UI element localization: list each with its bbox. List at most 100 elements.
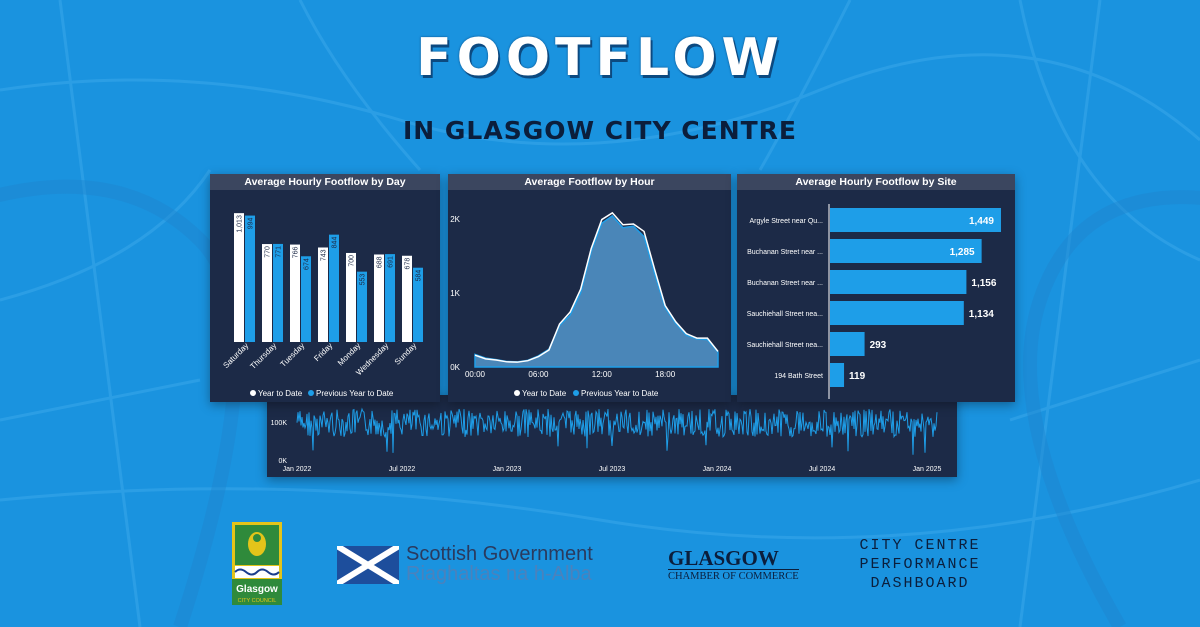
day-bar	[234, 213, 244, 342]
day-bar	[346, 252, 356, 342]
timeline-y-tick: 0K	[278, 458, 287, 465]
timeline-x-tick: Jan 2022	[283, 466, 312, 473]
timeline-x-tick: Jul 2024	[809, 466, 836, 473]
day-bar-label: 691	[388, 256, 395, 268]
day-bar-label: 678	[405, 258, 412, 270]
day-bar	[374, 254, 384, 342]
dashboard-label-line3: DASHBOARD	[870, 575, 970, 592]
site-bar	[830, 301, 964, 325]
site-bar-value: 1,134	[969, 309, 994, 320]
site-bar-value: 1,285	[950, 247, 975, 258]
site-bar-value: 293	[870, 340, 887, 351]
timeline-series-line	[296, 407, 938, 455]
hour-x-tick: 06:00	[528, 370, 549, 379]
day-bar	[273, 243, 283, 342]
scottish-government-gaelic: Riaghaltas na h-Alba	[406, 563, 592, 585]
saltire-flag-icon	[337, 546, 399, 584]
footflow-by-day-chart: 1,013 994 Saturday 770 771 Thursday 766 674 Tues…	[221, 213, 423, 398]
hour-x-tick: 12:00	[592, 370, 613, 379]
timeline-y-tick: 100K	[271, 420, 288, 427]
site-bar	[830, 363, 845, 387]
hour-area-previous	[474, 214, 719, 368]
hour-y-tick: 2K	[450, 215, 460, 224]
day-bar-label: 743	[321, 249, 328, 261]
legend-pytd-label: Previous Year to Date	[581, 389, 659, 398]
footflow-by-hour-panel: Average Footflow by Hour 0K 1K 2K 00:00 06:0…	[448, 174, 731, 402]
timeline-x-tick: Jul 2023	[599, 466, 626, 473]
legend-pytd-label: Previous Year to Date	[316, 389, 394, 398]
day-bar	[245, 215, 255, 342]
chamber-of-commerce-name: GLASGOW	[668, 546, 779, 570]
legend-pytd-dot	[573, 390, 579, 396]
day-bar-label: 1,013	[237, 215, 244, 233]
day-bar	[301, 256, 311, 342]
site-bar	[830, 239, 982, 263]
day-bar	[413, 267, 423, 342]
site-bar	[830, 332, 865, 356]
timeline-x-tick: Jan 2023	[493, 466, 522, 473]
council-logo-name: Glasgow	[236, 584, 278, 595]
day-bar	[262, 244, 272, 342]
site-bar-value: 1,449	[969, 216, 994, 227]
day-bar-label: 844	[332, 237, 339, 249]
legend-pytd-dot	[308, 390, 314, 396]
day-bar	[318, 247, 328, 342]
day-bar-label: 553	[360, 274, 367, 286]
site-category-label: Sauchiehall Street nea...	[747, 311, 823, 318]
site-bar-value: 119	[849, 371, 866, 382]
hour-y-tick: 1K	[450, 289, 460, 298]
site-category-label: Buchanan Street near ...	[747, 249, 823, 256]
day-bar-label: 688	[377, 256, 384, 268]
day-bar	[329, 234, 339, 342]
site-bar	[830, 270, 967, 294]
day-category-label: Tuesday	[279, 341, 307, 369]
legend-ytd-label: Year to Date	[522, 389, 567, 398]
legend-ytd-label: Year to Date	[258, 389, 303, 398]
site-category-label: Buchanan Street near ...	[747, 280, 823, 287]
footflow-by-hour-chart: 0K 1K 2K 00:00 06:00 12:00 18:00 Year to Date Pr…	[450, 211, 719, 398]
council-logo-sub: CITY COUNCIL	[238, 598, 277, 604]
day-bar-label: 994	[248, 217, 255, 229]
day-category-label: Thursday	[248, 341, 278, 371]
day-bar	[290, 244, 300, 342]
scottish-government-name: Scottish Government	[406, 543, 593, 565]
hour-line-ytd	[474, 211, 719, 363]
glasgow-city-council-logo: Glasgow CITY COUNCIL	[232, 522, 282, 605]
day-category-label: Friday	[312, 341, 334, 363]
timeline-x-tick: Jan 2024	[703, 466, 732, 473]
site-bar-value: 1,156	[971, 278, 996, 289]
legend-ytd-dot	[250, 390, 256, 396]
day-bar-label: 700	[349, 255, 356, 267]
day-bar-label: 766	[293, 246, 300, 258]
day-bar	[385, 254, 395, 342]
day-category-label: Monday	[336, 341, 362, 367]
dashboard-label-line1: CITY CENTRE	[859, 537, 981, 554]
footflow-by-site-chart: Argyle Street near Qu... 1,449 Buchanan St…	[747, 204, 1001, 399]
hour-y-tick: 0K	[450, 363, 460, 372]
timeline-x-tick: Jan 2025	[913, 466, 942, 473]
footflow-by-site-panel: Average Hourly Footflow by Site Argyle S…	[737, 174, 1015, 402]
page-subtitle: IN GLASGOW CITY CENTRE	[402, 116, 798, 145]
hour-x-tick: 18:00	[655, 370, 676, 379]
site-bar	[830, 208, 1001, 232]
footflow-by-site-title: Average Hourly Footflow by Site	[737, 174, 1015, 190]
day-bar-label: 584	[416, 270, 423, 282]
day-category-label: Sunday	[393, 341, 419, 367]
day-bar	[402, 255, 412, 342]
timeline-x-tick: Jul 2022	[389, 466, 416, 473]
day-bar-label: 770	[265, 246, 272, 258]
daily-timeline-panel: 100K 0K Jan 2022 Jul 2022 Jan 2023 Jul 2023 Ja…	[267, 395, 957, 477]
site-category-label: 194 Bath Street	[774, 373, 823, 380]
chamber-of-commerce-sub: CHAMBER OF COMMERCE	[668, 569, 799, 582]
day-bar-label: 674	[304, 258, 311, 270]
footflow-by-hour-title: Average Footflow by Hour	[448, 174, 731, 190]
hour-x-tick: 00:00	[465, 370, 486, 379]
site-category-label: Sauchiehall Street nea...	[747, 342, 823, 349]
footflow-by-day-panel: Average Hourly Footflow by Day 1,013 994 S…	[210, 174, 440, 402]
dashboard-label-line2: PERFORMANCE	[859, 556, 981, 573]
page-title: FOOTFLOW	[416, 28, 784, 88]
day-bar-label: 771	[276, 246, 283, 258]
footflow-by-day-title: Average Hourly Footflow by Day	[210, 174, 440, 190]
legend-ytd-dot	[514, 390, 520, 396]
